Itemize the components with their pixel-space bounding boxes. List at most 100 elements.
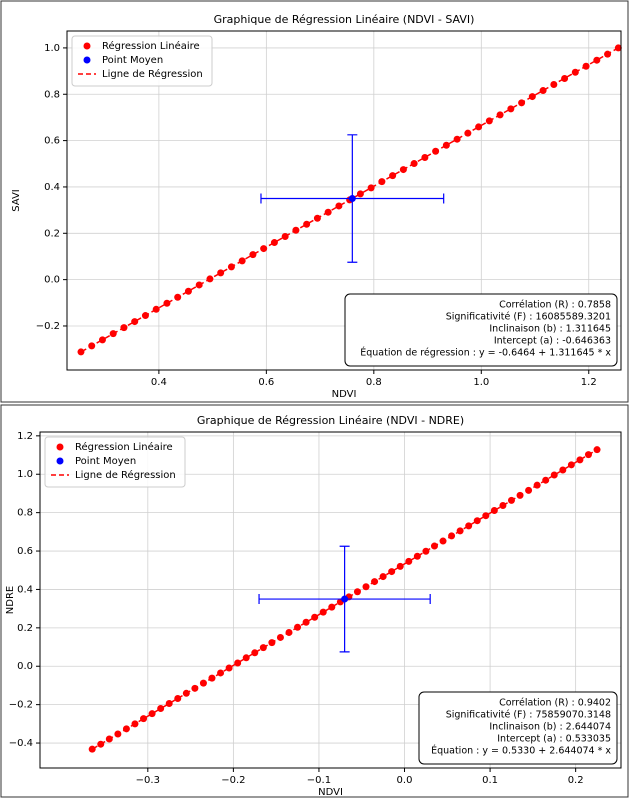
y-tick-label: 0.6 bbox=[17, 546, 33, 557]
stats-box bbox=[418, 691, 618, 765]
scatter-point bbox=[413, 552, 421, 560]
scatter-point bbox=[148, 710, 156, 718]
scatter-point bbox=[174, 694, 182, 702]
scatter-point bbox=[319, 608, 327, 616]
scatter-point bbox=[507, 496, 515, 504]
y-tick-label: 0.4 bbox=[44, 182, 60, 193]
scatter-point bbox=[131, 318, 139, 326]
y-tick-label: 1.0 bbox=[17, 469, 33, 480]
scatter-point bbox=[140, 715, 148, 723]
y-axis-label: NDRE bbox=[5, 586, 16, 614]
x-tick-label: −0.2 bbox=[221, 775, 245, 786]
mean-point bbox=[341, 595, 349, 603]
scatter-point bbox=[482, 512, 490, 520]
scatter-point bbox=[292, 226, 300, 234]
scatter-point bbox=[311, 613, 319, 621]
scatter-point bbox=[163, 299, 171, 307]
scatter-point bbox=[242, 654, 250, 662]
stats-text: Inclinaison (b) : 1.311645 bbox=[489, 324, 611, 335]
scatter-point bbox=[88, 745, 96, 753]
scatter-point bbox=[152, 305, 160, 313]
y-tick-label: 0.0 bbox=[17, 661, 33, 672]
scatter-point bbox=[439, 537, 447, 545]
scatter-point bbox=[389, 172, 397, 180]
scatter-point bbox=[174, 293, 182, 301]
y-tick-label: 1.0 bbox=[44, 43, 60, 54]
stats-text: Corrélation (R) : 0.9402 bbox=[499, 698, 611, 709]
scatter-point bbox=[496, 111, 504, 119]
stats-text: Corrélation (R) : 0.7858 bbox=[499, 300, 611, 311]
stats-text: Intercept (a) : 0.533035 bbox=[497, 734, 611, 745]
legend-label: Point Moyen bbox=[75, 456, 136, 467]
scatter-point bbox=[353, 588, 361, 596]
scatter-point bbox=[238, 257, 246, 265]
scatter-point bbox=[109, 330, 117, 338]
x-tick-label: 0.8 bbox=[366, 377, 382, 388]
x-tick-label: 0.6 bbox=[258, 377, 274, 388]
x-tick-label: 0.2 bbox=[568, 775, 584, 786]
scatter-point bbox=[234, 659, 242, 667]
chart-title: Graphique de Régression Linéaire (NDVI -… bbox=[214, 13, 475, 26]
scatter-point bbox=[516, 491, 524, 499]
scatter-point bbox=[405, 557, 413, 565]
scatter-point bbox=[199, 679, 207, 687]
legend-label: Régression Linéaire bbox=[102, 40, 200, 52]
scatter-point bbox=[302, 618, 310, 626]
chart-title: Graphique de Régression Linéaire (NDVI -… bbox=[197, 414, 464, 427]
scatter-point bbox=[490, 507, 498, 515]
scatter-point bbox=[576, 456, 584, 464]
scatter-point bbox=[442, 141, 450, 149]
scatter-point bbox=[225, 664, 233, 672]
legend-box bbox=[44, 436, 186, 488]
x-tick-label: 0.1 bbox=[482, 775, 498, 786]
scatter-point bbox=[217, 669, 225, 677]
scatter-point bbox=[206, 275, 214, 283]
scatter-point bbox=[539, 87, 547, 95]
legend-swatch bbox=[83, 42, 91, 50]
x-axis-label: NDVI bbox=[332, 389, 357, 400]
scatter-point bbox=[518, 99, 526, 107]
plot-frame bbox=[39, 431, 622, 769]
x-tick-label: 1.2 bbox=[581, 377, 597, 388]
scatter-point bbox=[561, 75, 569, 83]
y-tick-label: 0.8 bbox=[44, 89, 60, 100]
scatter-point bbox=[362, 583, 370, 591]
x-tick-label: −0.3 bbox=[136, 775, 160, 786]
scatter-point bbox=[105, 735, 113, 743]
y-tick-label: −0.4 bbox=[9, 738, 33, 749]
scatter-point bbox=[410, 160, 418, 168]
scatter-point bbox=[533, 481, 541, 489]
x-tick-label: 0.0 bbox=[397, 775, 413, 786]
scatter-point bbox=[604, 50, 612, 58]
y-tick-label: −0.2 bbox=[36, 321, 60, 332]
scatter-point bbox=[456, 527, 464, 535]
scatter-point bbox=[371, 578, 379, 586]
scatter-point bbox=[324, 208, 332, 216]
scatter-point bbox=[465, 522, 473, 530]
y-tick-label: 0.6 bbox=[44, 136, 60, 147]
scatter-point bbox=[378, 178, 386, 186]
scatter-point bbox=[120, 324, 128, 332]
scatter-point bbox=[88, 342, 96, 350]
scatter-point bbox=[294, 623, 302, 631]
scatter-point bbox=[157, 704, 165, 712]
scatter-point bbox=[165, 699, 173, 707]
y-tick-label: 0.2 bbox=[17, 623, 33, 634]
scatter-point bbox=[313, 214, 321, 222]
scatter-point bbox=[328, 603, 336, 611]
scatter-point bbox=[614, 44, 622, 52]
scatter-point bbox=[421, 154, 429, 162]
scatter-point bbox=[122, 725, 130, 733]
legend-swatch bbox=[56, 457, 64, 465]
scatter-point bbox=[251, 649, 259, 657]
stats-text: Intercept (a) : -0.646363 bbox=[494, 336, 611, 347]
scatter-point bbox=[396, 562, 404, 570]
y-tick-label: 0.0 bbox=[44, 275, 60, 286]
scatter-point bbox=[379, 573, 387, 581]
scatter-point bbox=[525, 486, 533, 494]
scatter-point bbox=[422, 547, 430, 555]
legend-label: Point Moyen bbox=[102, 55, 163, 66]
scatter-point bbox=[217, 269, 225, 277]
